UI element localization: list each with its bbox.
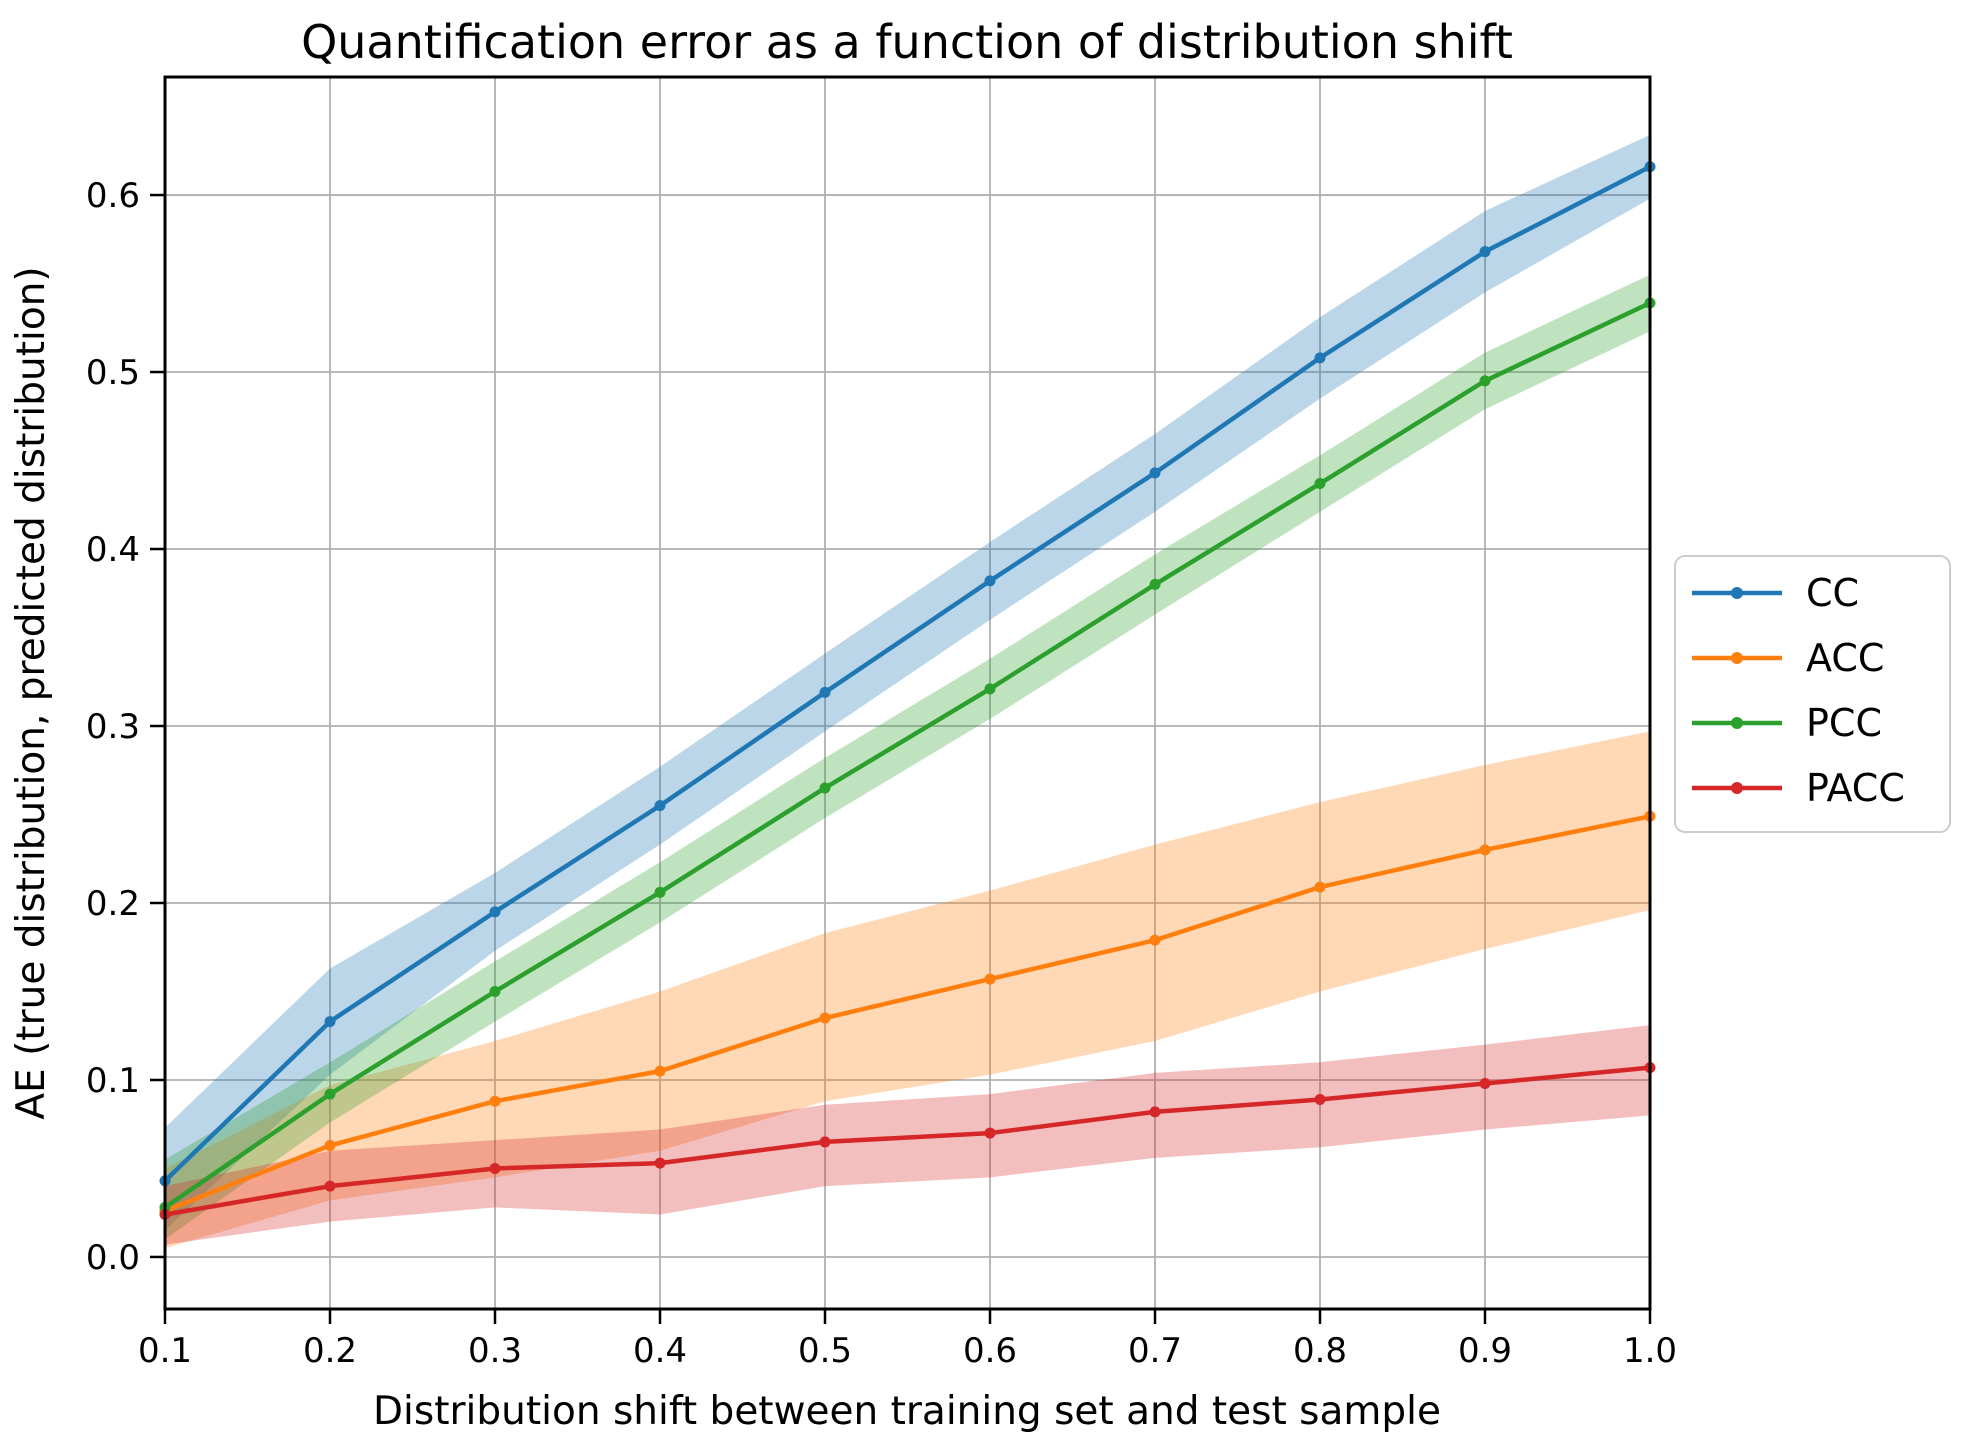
marker-pcc [324, 1088, 336, 1100]
marker-acc [984, 973, 996, 985]
legend-label-pcc: PCC [1806, 701, 1882, 745]
marker-pacc [654, 1157, 666, 1169]
line-pcc [162, 300, 1653, 1210]
legend-marker-acc [1731, 652, 1743, 664]
plot-border [163, 75, 1652, 1311]
marker-acc [489, 1095, 501, 1107]
band-pacc [165, 1025, 1650, 1245]
x-tick-label: 0.9 [1458, 1331, 1512, 1371]
legend-label-acc: ACC [1806, 636, 1884, 680]
marker-cc [1479, 246, 1491, 258]
y-tick-label: 0.2 [86, 884, 140, 924]
marker-pacc [984, 1127, 996, 1139]
legend-marker-pacc [1731, 782, 1743, 794]
marker-pcc [1149, 578, 1161, 590]
band-pcc [165, 274, 1650, 1240]
y-tick-labels: 0.0 0.1 0.2 0.3 0.4 0.5 0.6 [86, 176, 140, 1278]
marker-acc [1314, 881, 1326, 893]
band-acc [165, 731, 1650, 1249]
marker-cc [1314, 352, 1326, 364]
y-tick-label: 0.5 [86, 353, 140, 393]
x-tick-label: 0.4 [633, 1331, 687, 1371]
line-cc [162, 164, 1653, 1184]
x-tick-label: 0.1 [138, 1331, 192, 1371]
legend-label-cc: CC [1806, 571, 1859, 615]
marker-pacc [1314, 1093, 1326, 1105]
legend-marker-cc [1731, 587, 1743, 599]
marker-acc [1479, 844, 1491, 856]
x-tick-label: 0.3 [468, 1331, 522, 1371]
series-lines [159, 161, 1656, 1220]
marker-acc [1149, 934, 1161, 946]
legend-label-pacc: PACC [1806, 766, 1905, 810]
x-tick-label: 0.5 [798, 1331, 852, 1371]
marker-cc [819, 686, 831, 698]
tick-marks [150, 193, 1652, 1324]
x-tick-label: 0.7 [1128, 1331, 1182, 1371]
marker-pacc [1479, 1078, 1491, 1090]
marker-pcc [1479, 375, 1491, 387]
marker-pcc [654, 886, 666, 898]
marker-cc [984, 575, 996, 587]
marker-acc [654, 1065, 666, 1077]
legend: CC ACC PCC PACC [1674, 555, 1951, 833]
x-tick-label: 0.2 [303, 1331, 357, 1371]
x-tick-labels: 0.1 0.2 0.3 0.4 0.5 0.6 0.7 0.8 0.9 1.0 [138, 1331, 1677, 1371]
line-pacc [162, 1065, 1653, 1217]
marker-cc [489, 906, 501, 918]
marker-pacc [324, 1180, 336, 1192]
y-tick-label: 0.1 [86, 1061, 140, 1101]
marker-pacc [489, 1162, 501, 1174]
x-axis-label: Distribution shift between training set … [373, 1389, 1441, 1434]
marker-pcc [489, 985, 501, 997]
y-axis-label: AE (true distribution, predicted distrib… [9, 266, 54, 1119]
axes-spines [163, 75, 1652, 1311]
marker-pcc [819, 782, 831, 794]
x-tick-label: 0.6 [963, 1331, 1017, 1371]
marker-acc [819, 1012, 831, 1024]
marker-cc [324, 1016, 336, 1028]
y-tick-label: 0.0 [86, 1238, 140, 1278]
marker-cc [654, 800, 666, 812]
legend-marker-pcc [1731, 717, 1743, 729]
marker-acc [324, 1139, 336, 1151]
confidence-bands [165, 134, 1650, 1249]
chart-title: Quantification error as a function of di… [301, 15, 1513, 69]
marker-cc [1149, 467, 1161, 479]
marker-pcc [1314, 478, 1326, 490]
y-tick-label: 0.6 [86, 176, 140, 216]
legend-box [1674, 555, 1951, 833]
marker-pacc [819, 1136, 831, 1148]
x-tick-label: 0.8 [1293, 1331, 1347, 1371]
x-tick-label: 1.0 [1623, 1331, 1677, 1371]
band-cc [165, 134, 1650, 1231]
marker-pcc [984, 683, 996, 695]
marker-pacc [1149, 1106, 1161, 1118]
y-tick-label: 0.3 [86, 707, 140, 747]
line-acc [162, 814, 1653, 1214]
y-tick-label: 0.4 [86, 530, 140, 570]
